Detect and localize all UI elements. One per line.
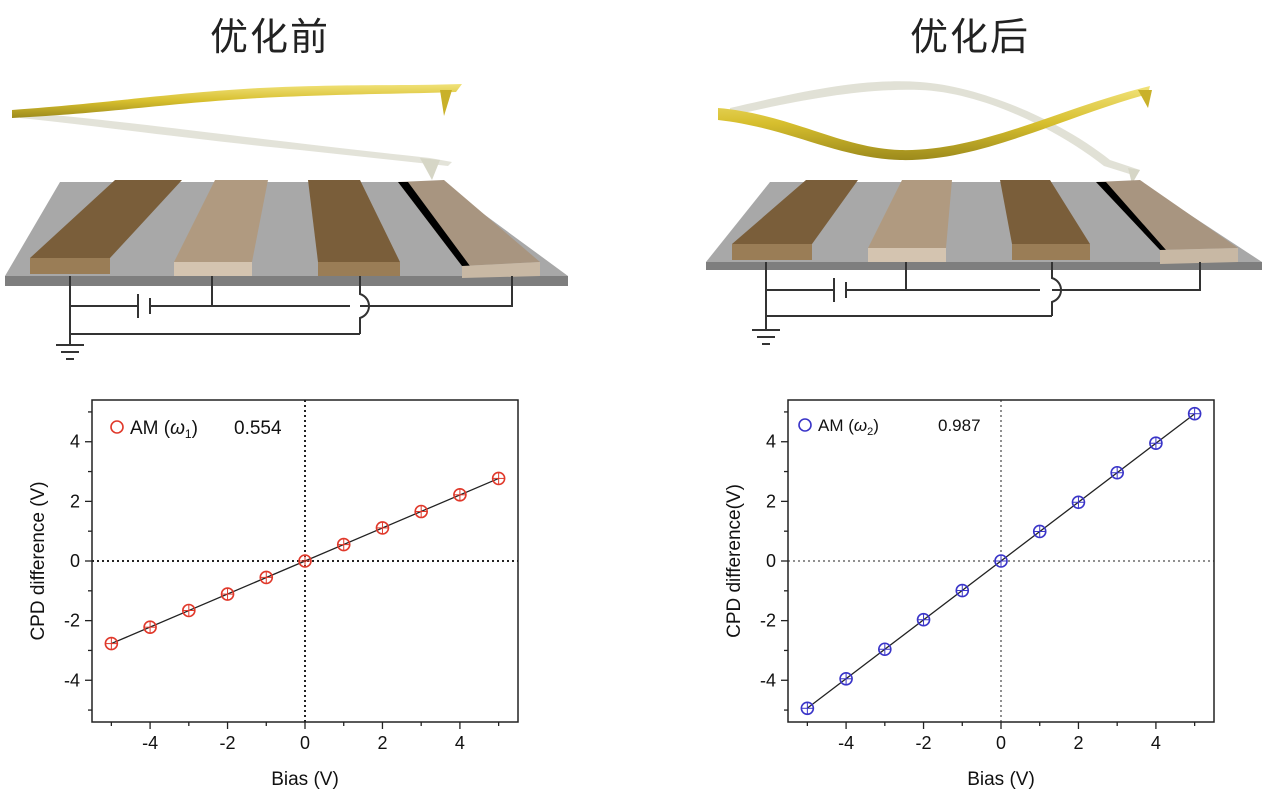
- data-point: [916, 612, 931, 627]
- y-tick-label: -2: [760, 611, 776, 631]
- data-point: [1149, 436, 1163, 451]
- x-tick-label: -2: [220, 733, 236, 753]
- legend-label: AM (ω2): [818, 416, 879, 438]
- data-point: [453, 488, 467, 502]
- tip-gold: [1138, 90, 1152, 108]
- x-tick-label: 2: [1073, 733, 1083, 753]
- cpd-chart-after: Bias (V) CPD difference(V) AM (ω2) 0.987…: [724, 399, 1215, 790]
- circuit-wiring: [752, 262, 1201, 345]
- tip-ghost: [420, 158, 440, 180]
- electrode-3: [1000, 180, 1090, 260]
- data-point: [1071, 495, 1086, 510]
- x-tick-label: 0: [996, 733, 1006, 753]
- electrode-2: [868, 180, 952, 262]
- data-point: [800, 701, 815, 716]
- legend: AM (ω2) 0.987: [798, 416, 981, 438]
- y-tick-label: 0: [70, 551, 80, 571]
- x-axis-label: Bias (V): [967, 769, 1035, 790]
- data-point: [1110, 465, 1124, 480]
- y-tick-label: 4: [766, 432, 776, 452]
- electrode-3: [308, 180, 400, 276]
- data-point: [491, 471, 506, 486]
- panel-title-before: 优化前: [210, 15, 331, 59]
- device-schematic-before: [5, 84, 568, 360]
- device-schematic-after: [706, 81, 1262, 345]
- data-point: [182, 603, 196, 618]
- data-point: [104, 636, 119, 651]
- x-tick-label: -4: [838, 733, 854, 753]
- data-point: [336, 537, 351, 552]
- data-point: [994, 554, 1008, 568]
- y-tick-label: -4: [760, 670, 776, 690]
- y-tick-label: 4: [70, 432, 80, 452]
- legend-marker: [798, 418, 812, 432]
- data-point: [220, 587, 235, 601]
- data-point: [1187, 406, 1202, 421]
- electrode-2: [174, 180, 268, 276]
- circuit-wiring: [56, 276, 513, 360]
- y-tick-label: 2: [766, 491, 776, 511]
- data-point: [259, 570, 274, 585]
- y-tick-label: 0: [766, 551, 776, 571]
- electrode-4: [398, 180, 540, 278]
- x-tick-label: 4: [1151, 733, 1161, 753]
- slope-value: 0.987: [938, 416, 981, 435]
- x-tick-label: -2: [916, 733, 932, 753]
- electrode-4: [1096, 180, 1238, 264]
- y-tick-label: -2: [64, 611, 80, 631]
- data-point: [143, 620, 157, 634]
- x-tick-label: -4: [142, 733, 158, 753]
- tip-ghost: [1128, 168, 1140, 184]
- cantilever-gold: [12, 84, 462, 118]
- y-tick-label: -4: [64, 670, 80, 690]
- y-axis-label: CPD difference (V): [28, 481, 49, 640]
- cantilever-ghost: [730, 81, 1140, 176]
- panel-title-after: 优化后: [910, 15, 1031, 59]
- data-point: [839, 671, 853, 686]
- x-axis-label: Bias (V): [271, 769, 339, 790]
- cantilever-gold: [718, 86, 1150, 161]
- data-point: [414, 504, 428, 519]
- data-point: [298, 554, 312, 568]
- data-point: [375, 521, 390, 535]
- electrode-1: [732, 180, 858, 260]
- legend-marker: [110, 420, 124, 434]
- data-point: [955, 583, 970, 598]
- y-axis-label: CPD difference(V): [724, 484, 745, 638]
- electrode-1: [30, 180, 182, 274]
- x-tick-label: 2: [377, 733, 387, 753]
- slope-value: 0.554: [234, 418, 282, 439]
- x-tick-label: 0: [300, 733, 310, 753]
- cantilever-ghost: [20, 112, 452, 166]
- x-tick-label: 4: [455, 733, 465, 753]
- cpd-chart-before: Bias (V) CPD difference (V) AM (ω1) 0.55…: [28, 399, 519, 790]
- y-tick-label: 2: [70, 491, 80, 511]
- legend-label: AM (ω1): [130, 418, 198, 441]
- legend: AM (ω1) 0.554: [110, 418, 282, 441]
- tip-gold: [440, 90, 452, 116]
- data-point: [1032, 524, 1047, 539]
- data-point: [878, 642, 892, 657]
